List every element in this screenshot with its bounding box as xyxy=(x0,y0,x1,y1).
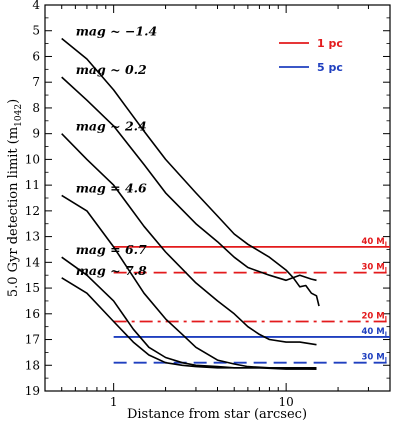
y-tick-labels: 4 5 6 7 8 9 10 11 12 13 14 15 16 17 18 19 xyxy=(25,0,41,398)
x-tick-label: 10 xyxy=(279,395,294,409)
y-tick-label: 6 xyxy=(32,49,40,63)
y-tick-label: 16 xyxy=(25,307,40,321)
y-tick-label: 8 xyxy=(32,101,40,115)
series-label: mag = 4.6 xyxy=(76,180,147,195)
y-tick-label: 7 xyxy=(32,75,40,89)
limit-line-label: 20 MJ xyxy=(362,312,387,323)
limit-line-label: 40 MJ xyxy=(362,237,387,248)
series-line xyxy=(61,76,317,282)
series-labels: mag ~ −1.4 mag ~ 0.2 mag ~ 2.4 mag = 4.6 mag… xyxy=(76,23,157,277)
x-axis-title: Distance from star (arcsec) xyxy=(127,407,307,422)
series-label: mag ~ 0.2 xyxy=(76,62,147,77)
y-tick-label: 19 xyxy=(25,384,40,398)
y-tick-label: 14 xyxy=(25,255,41,269)
limit-line-label: 30 MJ xyxy=(362,353,387,364)
mass-limit-lines: 40 MJ 30 MJ 20 MJ 40 MJ 30 MJ xyxy=(113,237,390,364)
legend: 1 pc 5 pc xyxy=(279,37,343,74)
x-tick-label: 1 xyxy=(110,395,118,409)
y-axis-title: 5.0 Gyr detection limit (m1042) xyxy=(6,99,24,297)
x-tick-labels: 1 10 xyxy=(110,395,294,409)
series-line xyxy=(61,133,317,346)
series-line xyxy=(61,37,320,307)
series-line xyxy=(61,277,317,370)
y-tick-label: 5 xyxy=(32,24,40,38)
legend-label: 5 pc xyxy=(317,61,343,74)
y-tick-label: 9 xyxy=(32,127,40,141)
series-label: mag ~ −1.4 xyxy=(76,23,157,38)
y-tick-label: 4 xyxy=(32,0,40,12)
limit-line-label: 30 MJ xyxy=(362,263,387,274)
y-axis-title-subscript: 1042 xyxy=(14,104,24,127)
limit-line-label: 40 MJ xyxy=(362,327,387,338)
series-label: mag ~ 7.8 xyxy=(76,263,147,278)
y-tick-label: 13 xyxy=(25,230,40,244)
series-label: mag ~ 2.4 xyxy=(76,119,147,134)
y-tick-label: 12 xyxy=(25,204,40,218)
y-tick-label: 17 xyxy=(25,333,40,347)
y-tick-label: 10 xyxy=(25,152,40,166)
axis-ticks xyxy=(45,4,390,392)
series-label: mag = 6.7 xyxy=(76,242,147,257)
y-tick-label: 18 xyxy=(25,358,40,372)
y-tick-label: 11 xyxy=(25,178,40,192)
series-lines xyxy=(61,37,320,370)
y-tick-label: 15 xyxy=(25,281,40,295)
legend-label: 1 pc xyxy=(317,37,343,50)
series-line xyxy=(61,194,317,370)
